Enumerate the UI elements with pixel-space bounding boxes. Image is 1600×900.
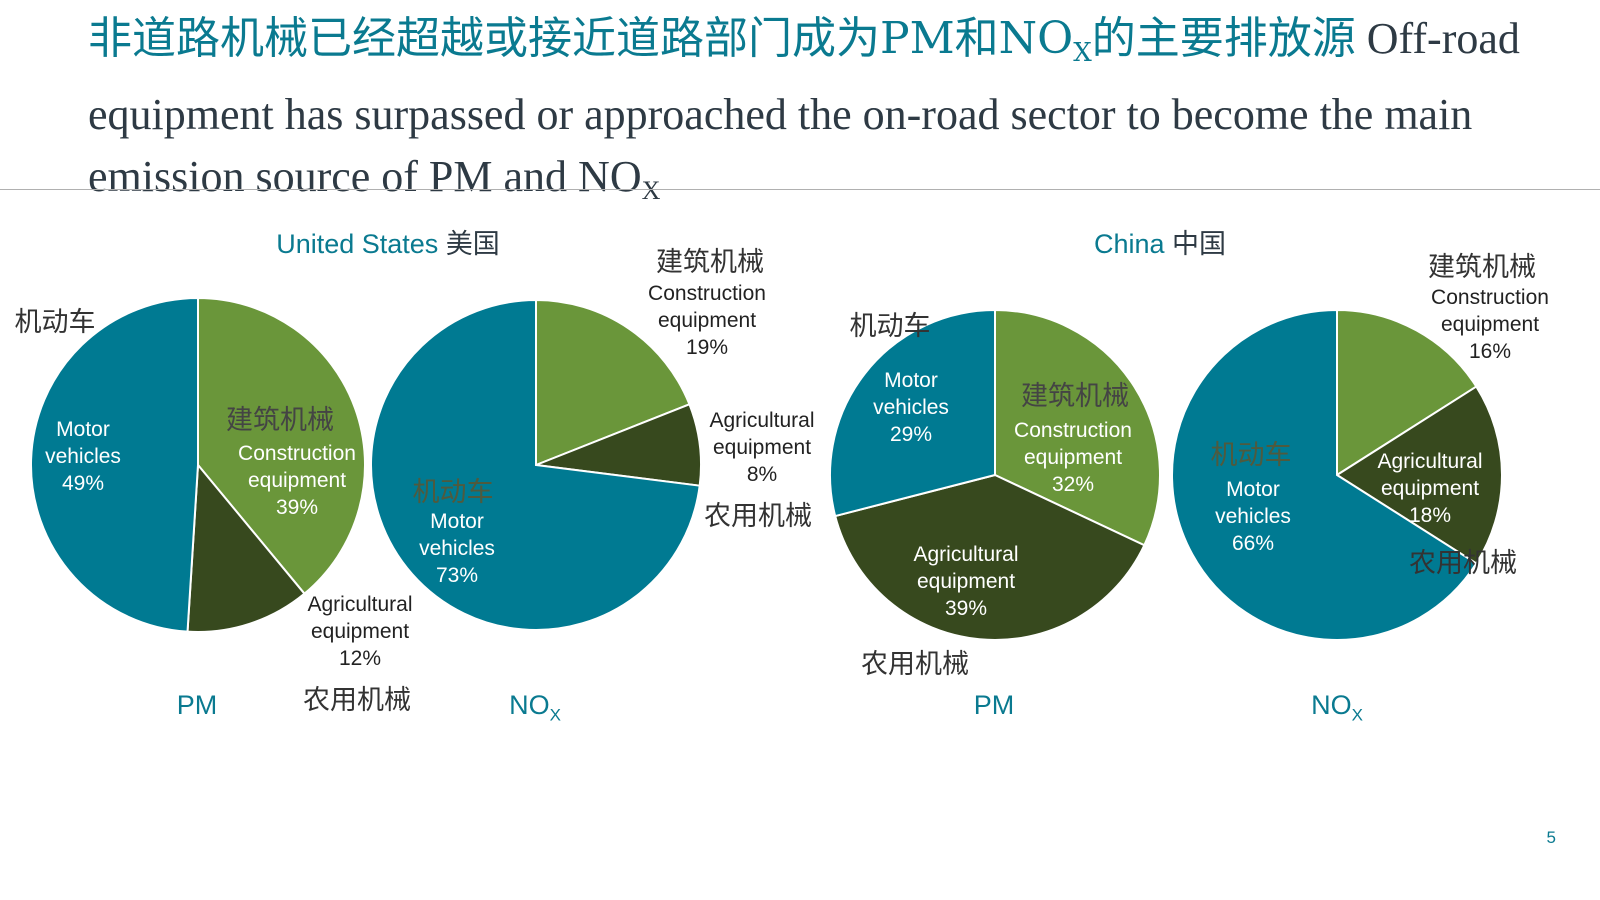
data-label: Construction equipment 39% [238,442,356,519]
label-zh: 机动车 [412,477,494,508]
pie-slice-agricultural-equipment [1335,385,1503,565]
data-label: Motor vehicles 73% [419,510,495,587]
label-zh: 机动车 [1210,440,1292,471]
pie-slice-agricultural-equipment [186,462,306,633]
data-label: Motor vehicles 66% [1215,478,1291,555]
title-divider [0,189,1600,190]
data-label: Motor vehicles 29% [873,369,949,446]
pie-slice-agricultural-equipment [833,473,1146,641]
label-zh: 农用机械 [704,501,812,532]
label-zh: 农用机械 [1409,548,1517,579]
country-label-us: United States 美国 [276,229,500,260]
label-zh: 建筑机械 [226,405,334,436]
pie-slice-motor-vehicles [829,308,996,518]
data-label: Construction equipment 32% [1014,419,1132,496]
pie-slice-construction-equipment [1336,308,1478,477]
label-zh: 农用机械 [861,649,969,680]
pie-slice-motor-vehicles [370,298,701,631]
pollutant-label: NOX [509,690,561,725]
pollutant-label: NOX [1311,690,1363,725]
data-label: Agricultural equipment 39% [913,543,1019,620]
pollutant-label: PM [176,690,218,720]
pie-slice-motor-vehicles [30,296,199,633]
label-zh: 机动车 [14,307,96,338]
label-zh: 机动车 [849,311,931,342]
pie-slice-construction-equipment [535,298,691,467]
pie-slice-motor-vehicles [1171,308,1478,641]
pollutant-label: PM [973,690,1015,720]
pie-slice-construction-equipment [994,308,1161,547]
data-label: Agricultural equipment 12% [307,593,413,670]
data-label: Construction equipment 16% [1431,286,1549,363]
country-label-china: China 中国 [1093,229,1227,260]
label-zh: 建筑机械 [1021,381,1129,412]
label-zh: 建筑机械 [1428,252,1536,283]
pie-slice-construction-equipment [197,296,367,596]
page-number: 5 [1546,828,1556,847]
data-label: Agricultural equipment 8% [709,409,815,486]
data-label: Construction equipment 19% [648,282,766,359]
slide-title: 非道路机械已经超越或接近道路部门成为PM和NOX的主要排放源 Off-road … [88,13,1520,205]
data-label: Motor vehicles 49% [45,418,121,495]
label-zh: 农用机械 [303,685,411,716]
label-zh: 建筑机械 [656,247,764,278]
title-english: Off-road equipment has surpassed or appr… [88,14,1520,201]
data-label: Agricultural equipment 18% [1377,450,1483,527]
